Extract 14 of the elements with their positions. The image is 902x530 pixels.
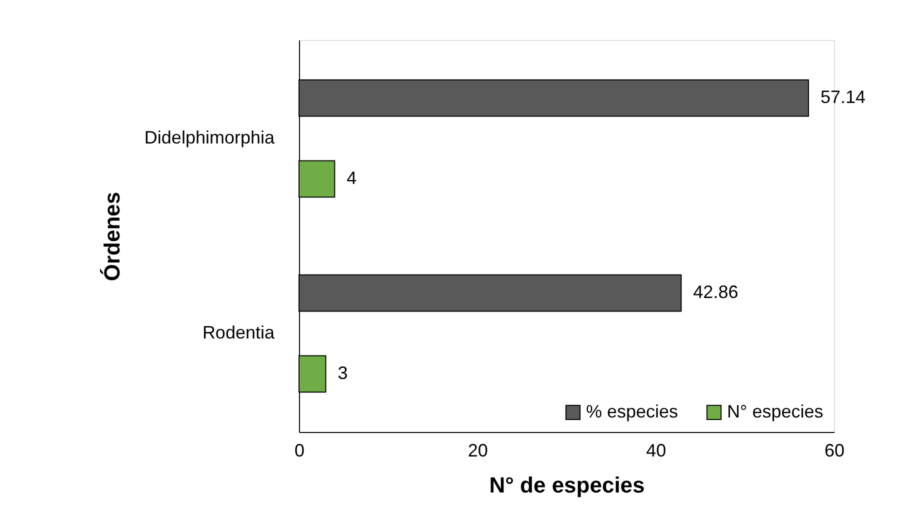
y-tick-label: Didelphimorphia xyxy=(144,127,276,148)
y-axis-title: Órdenes xyxy=(99,192,124,282)
x-tick-label: 60 xyxy=(824,440,845,460)
legend-label: % especies xyxy=(586,401,678,422)
data-label: 4 xyxy=(346,168,357,188)
y-tick-label: Rodentia xyxy=(202,322,276,343)
x-tick-label: 40 xyxy=(646,440,666,460)
x-tick-label: 20 xyxy=(468,440,488,460)
x-tick-label: 0 xyxy=(294,440,305,460)
data-label: 3 xyxy=(338,362,348,383)
x-axis-title: N° de especies xyxy=(489,472,645,498)
data-label: 57.14 xyxy=(820,87,866,108)
data-label: 42.86 xyxy=(693,282,738,302)
legend-label: N° especies xyxy=(727,401,824,422)
